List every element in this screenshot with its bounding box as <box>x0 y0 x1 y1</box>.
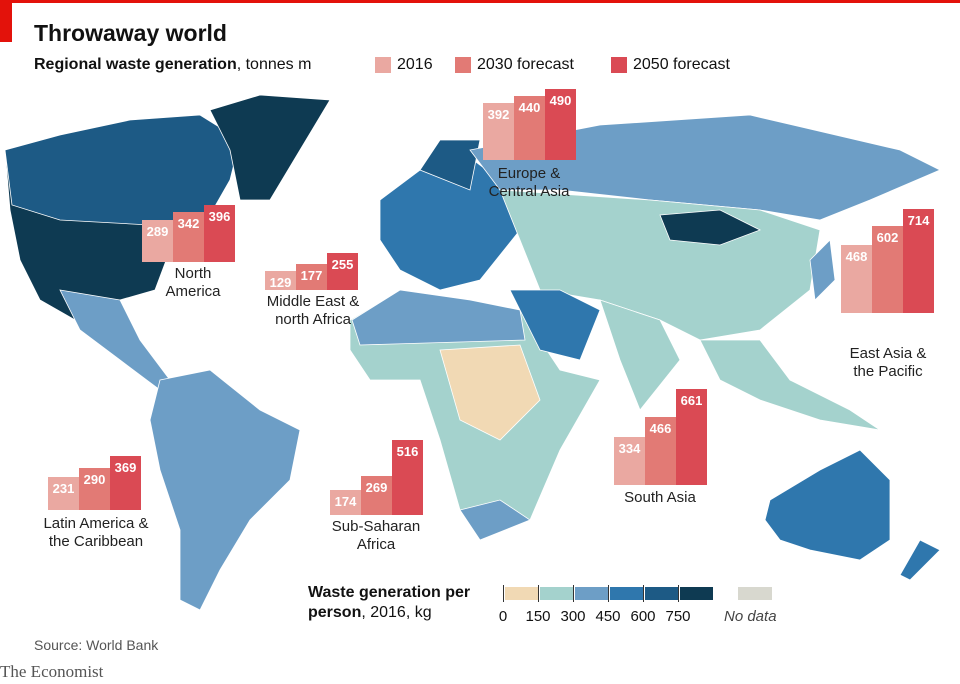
chart-title: Throwaway world <box>34 20 227 46</box>
region-label: South Asia <box>624 489 696 506</box>
scale-tick-label: 0 <box>498 608 508 625</box>
scale-unit: , 2016, kg <box>361 604 432 621</box>
value-label: 342 <box>177 216 200 232</box>
value-label: 369 <box>114 460 137 476</box>
scale-tick-label: 750 <box>665 608 691 625</box>
bar <box>392 440 423 515</box>
brand: The Economist <box>0 662 104 681</box>
legend-label: 2016 <box>397 56 433 73</box>
bar <box>483 103 514 160</box>
bar <box>614 436 645 485</box>
value-label: 392 <box>487 107 510 123</box>
bar <box>645 417 676 485</box>
legend-label: 2030 forecast <box>477 56 574 73</box>
scale-tick <box>678 585 679 602</box>
region-label: Europe & Central Asia <box>488 165 570 200</box>
value-label: 255 <box>331 257 354 273</box>
scale-tick <box>538 585 539 602</box>
source: Source: World Bank <box>34 637 159 653</box>
bar <box>204 204 235 262</box>
value-label: 334 <box>618 440 641 456</box>
bar <box>48 476 79 510</box>
region-label: Sub-Saharan Africa <box>331 518 421 553</box>
region-label: North America <box>165 265 221 300</box>
chart-subtitle: Regional waste generation, tonnes m <box>34 56 311 74</box>
land <box>4 94 941 611</box>
bar <box>173 212 204 262</box>
legend-swatch <box>455 57 471 73</box>
legend-swatch <box>611 57 627 73</box>
bar <box>872 225 903 313</box>
value-label: 174 <box>334 493 357 509</box>
value-label: 516 <box>396 444 419 460</box>
value-label: 290 <box>83 471 106 487</box>
region-label: East Asia & the Pacific <box>849 345 927 380</box>
top-rule <box>0 0 960 3</box>
scale-title: Waste generation per person, 2016, kg <box>308 583 488 623</box>
value-label: 602 <box>876 229 899 245</box>
bar <box>676 389 707 485</box>
bar <box>514 96 545 160</box>
value-label: 466 <box>649 421 672 437</box>
bar <box>265 271 296 290</box>
scale-swatch <box>645 587 678 600</box>
value-label: 661 <box>680 393 703 409</box>
scale-tick-label: 300 <box>560 608 586 625</box>
no-data-swatch <box>738 587 772 600</box>
value-label: 714 <box>907 213 930 229</box>
value-label: 490 <box>549 92 572 108</box>
bar <box>110 456 141 510</box>
scale-tick-label: 150 <box>525 608 551 625</box>
value-label: 468 <box>845 249 868 265</box>
subtitle-bold: Regional waste generation <box>34 56 237 73</box>
value-label: 231 <box>52 480 75 496</box>
scale-title-bold: Waste generation per person <box>308 584 471 621</box>
scale-tick <box>573 585 574 602</box>
scale-tick <box>503 585 504 602</box>
scale-swatch <box>505 587 538 600</box>
value-label: 440 <box>518 100 541 116</box>
value-label: 269 <box>365 479 388 495</box>
bar <box>361 475 392 515</box>
value-label: 129 <box>269 275 292 291</box>
scale-swatch <box>680 587 713 600</box>
scale-tick-label: 600 <box>630 608 656 625</box>
value-label: 396 <box>208 208 231 224</box>
bar <box>545 88 576 160</box>
bar <box>79 467 110 510</box>
region-label: Latin America & the Caribbean <box>43 515 149 550</box>
scale-tick <box>643 585 644 602</box>
legend-swatch <box>375 57 391 73</box>
legend-label: 2050 forecast <box>633 56 730 73</box>
region-label: Middle East & north Africa <box>266 293 360 328</box>
scale-tick <box>608 585 609 602</box>
no-data-label: No data <box>724 608 777 625</box>
value-label: 289 <box>146 224 169 240</box>
bar <box>296 264 327 290</box>
bar <box>327 253 358 290</box>
bar <box>903 209 934 313</box>
subtitle-unit: , tonnes m <box>236 56 312 73</box>
value-label: 177 <box>300 268 323 284</box>
bar <box>142 220 173 262</box>
bar <box>330 489 361 515</box>
scale-swatch <box>575 587 608 600</box>
scale-swatch <box>540 587 573 600</box>
tag <box>0 0 12 42</box>
scale-swatch <box>610 587 643 600</box>
scale-tick-label: 450 <box>595 608 621 625</box>
bar <box>841 245 872 313</box>
